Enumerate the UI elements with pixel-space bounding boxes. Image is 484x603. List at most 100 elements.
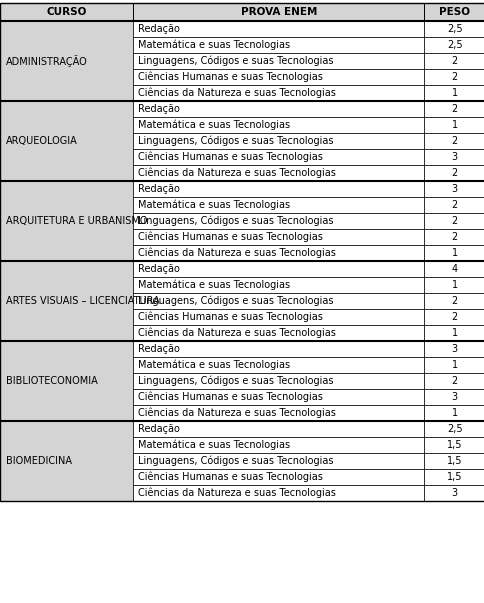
Text: 4: 4 bbox=[451, 264, 457, 274]
Text: Matemática e suas Tecnologias: Matemática e suas Tecnologias bbox=[138, 280, 290, 290]
Bar bbox=[424, 3, 484, 21]
Bar bbox=[424, 197, 484, 213]
Text: 2,5: 2,5 bbox=[446, 424, 462, 434]
Text: 1,5: 1,5 bbox=[446, 440, 461, 450]
Bar bbox=[133, 357, 424, 373]
Bar bbox=[424, 149, 484, 165]
Bar bbox=[0, 3, 484, 501]
Bar bbox=[133, 165, 424, 181]
Text: Ciências Humanas e suas Tecnologias: Ciências Humanas e suas Tecnologias bbox=[138, 232, 322, 242]
Text: 2: 2 bbox=[451, 376, 457, 386]
Bar bbox=[424, 101, 484, 117]
Text: Ciências da Natureza e suas Tecnologias: Ciências da Natureza e suas Tecnologias bbox=[138, 488, 335, 498]
Text: 3: 3 bbox=[451, 344, 457, 354]
Bar bbox=[133, 3, 424, 21]
Text: Ciências Humanas e suas Tecnologias: Ciências Humanas e suas Tecnologias bbox=[138, 152, 322, 162]
Text: Matemática e suas Tecnologias: Matemática e suas Tecnologias bbox=[138, 120, 290, 130]
Bar bbox=[424, 325, 484, 341]
Bar bbox=[424, 117, 484, 133]
Bar bbox=[424, 245, 484, 261]
Text: 1: 1 bbox=[451, 408, 457, 418]
Text: ARTES VISUAIS – LICENCIATURA: ARTES VISUAIS – LICENCIATURA bbox=[6, 296, 159, 306]
Text: Redação: Redação bbox=[138, 344, 180, 354]
Text: 2: 2 bbox=[451, 296, 457, 306]
Text: 1,5: 1,5 bbox=[446, 456, 461, 466]
Text: Matemática e suas Tecnologias: Matemática e suas Tecnologias bbox=[138, 40, 290, 50]
Text: 2: 2 bbox=[451, 168, 457, 178]
Text: Redação: Redação bbox=[138, 104, 180, 114]
Bar bbox=[424, 261, 484, 277]
Bar bbox=[133, 53, 424, 69]
Bar bbox=[424, 485, 484, 501]
Bar bbox=[133, 117, 424, 133]
Text: Redação: Redação bbox=[138, 184, 180, 194]
Text: 3: 3 bbox=[451, 184, 457, 194]
Bar bbox=[0, 341, 133, 421]
Bar bbox=[133, 21, 424, 37]
Text: BIBLIOTECONOMIA: BIBLIOTECONOMIA bbox=[6, 376, 98, 386]
Bar bbox=[133, 421, 424, 437]
Bar bbox=[424, 37, 484, 53]
Bar bbox=[133, 341, 424, 357]
Text: Ciências da Natureza e suas Tecnologias: Ciências da Natureza e suas Tecnologias bbox=[138, 408, 335, 418]
Text: 2: 2 bbox=[451, 232, 457, 242]
Text: ARQUEOLOGIA: ARQUEOLOGIA bbox=[6, 136, 77, 146]
Text: 1: 1 bbox=[451, 248, 457, 258]
Text: ADMINISTRAÇÃO: ADMINISTRAÇÃO bbox=[6, 55, 88, 67]
Text: 2: 2 bbox=[451, 104, 457, 114]
Bar bbox=[133, 469, 424, 485]
Bar bbox=[424, 373, 484, 389]
Text: Linguagens, Códigos e suas Tecnologias: Linguagens, Códigos e suas Tecnologias bbox=[138, 456, 333, 466]
Bar bbox=[133, 373, 424, 389]
Bar bbox=[133, 261, 424, 277]
Bar bbox=[0, 261, 133, 341]
Text: 1: 1 bbox=[451, 88, 457, 98]
Text: 1: 1 bbox=[451, 120, 457, 130]
Bar bbox=[424, 133, 484, 149]
Bar bbox=[133, 149, 424, 165]
Bar bbox=[424, 21, 484, 37]
Bar bbox=[0, 421, 133, 501]
Bar bbox=[133, 453, 424, 469]
Bar bbox=[424, 165, 484, 181]
Bar bbox=[0, 21, 133, 101]
Bar bbox=[133, 213, 424, 229]
Text: 2: 2 bbox=[451, 136, 457, 146]
Bar bbox=[424, 85, 484, 101]
Bar bbox=[133, 133, 424, 149]
Text: 3: 3 bbox=[451, 392, 457, 402]
Bar bbox=[133, 197, 424, 213]
Text: Ciências Humanas e suas Tecnologias: Ciências Humanas e suas Tecnologias bbox=[138, 392, 322, 402]
Text: Ciências Humanas e suas Tecnologias: Ciências Humanas e suas Tecnologias bbox=[138, 472, 322, 482]
Bar bbox=[133, 277, 424, 293]
Text: Redação: Redação bbox=[138, 424, 180, 434]
Text: 2: 2 bbox=[451, 56, 457, 66]
Bar bbox=[424, 293, 484, 309]
Text: Matemática e suas Tecnologias: Matemática e suas Tecnologias bbox=[138, 360, 290, 370]
Text: Redação: Redação bbox=[138, 24, 180, 34]
Text: BIOMEDICINA: BIOMEDICINA bbox=[6, 456, 72, 466]
Bar bbox=[0, 101, 133, 181]
Bar bbox=[133, 69, 424, 85]
Text: 3: 3 bbox=[451, 488, 457, 498]
Bar bbox=[424, 181, 484, 197]
Bar bbox=[424, 229, 484, 245]
Bar bbox=[133, 101, 424, 117]
Text: 2: 2 bbox=[451, 216, 457, 226]
Bar bbox=[0, 181, 133, 261]
Bar bbox=[424, 53, 484, 69]
Bar bbox=[133, 405, 424, 421]
Text: Redação: Redação bbox=[138, 264, 180, 274]
Bar bbox=[424, 469, 484, 485]
Text: CURSO: CURSO bbox=[46, 7, 87, 17]
Text: 3: 3 bbox=[451, 152, 457, 162]
Text: 2: 2 bbox=[451, 72, 457, 82]
Bar bbox=[133, 309, 424, 325]
Text: Linguagens, Códigos e suas Tecnologias: Linguagens, Códigos e suas Tecnologias bbox=[138, 136, 333, 147]
Bar bbox=[133, 389, 424, 405]
Bar bbox=[424, 69, 484, 85]
Bar bbox=[133, 37, 424, 53]
Text: PROVA ENEM: PROVA ENEM bbox=[240, 7, 317, 17]
Bar bbox=[133, 181, 424, 197]
Text: Matemática e suas Tecnologias: Matemática e suas Tecnologias bbox=[138, 440, 290, 450]
